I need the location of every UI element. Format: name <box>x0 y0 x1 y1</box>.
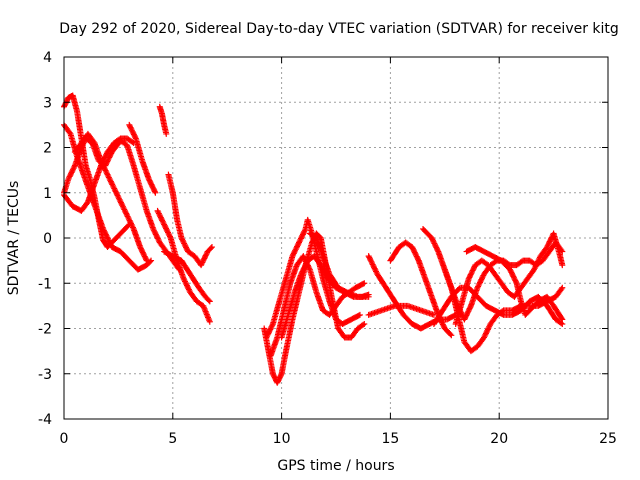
y-tick-label: -3 <box>38 367 52 383</box>
y-tick-label: -2 <box>38 322 52 338</box>
x-axis-label: GPS time / hours <box>277 458 394 474</box>
y-tick-label: 3 <box>43 95 52 111</box>
series-track-q <box>365 302 437 318</box>
y-axis-label: SDTVAR / TECUs <box>6 181 22 296</box>
data-point-markers <box>154 207 213 325</box>
data-layer <box>61 92 566 386</box>
data-point-markers <box>387 239 455 339</box>
series-track-j <box>161 248 213 305</box>
x-tick-label: 5 <box>168 431 177 447</box>
data-point-markers <box>156 103 170 137</box>
series-track-r <box>387 239 455 339</box>
series-track-f <box>126 121 159 196</box>
data-point-markers <box>365 302 437 318</box>
series-track-o <box>306 230 372 300</box>
x-tick-label: 25 <box>599 431 617 447</box>
x-tick-label: 0 <box>60 431 69 447</box>
y-tick-label: 0 <box>43 231 52 247</box>
series-track-w <box>463 244 566 323</box>
y-tick-label: 1 <box>43 186 52 202</box>
x-tick-label: 15 <box>381 431 399 447</box>
series-track-g <box>156 103 170 137</box>
x-tick-label: 20 <box>490 431 508 447</box>
data-point-markers <box>463 244 566 323</box>
series-track-e <box>71 130 150 264</box>
series-track-h <box>154 207 213 325</box>
y-tick-label: 4 <box>43 50 52 66</box>
y-tick-label: -1 <box>38 276 52 292</box>
y-tick-label: -4 <box>38 412 52 428</box>
chart-title: Day 292 of 2020, Sidereal Day-to-day VTE… <box>59 21 619 37</box>
y-tick-label: 2 <box>43 141 52 157</box>
data-point-markers <box>71 130 150 264</box>
tick-layer: 0 5 10 15 20 25 -4 -3 -2 -1 0 1 2 3 4 <box>38 50 617 447</box>
data-point-markers <box>126 121 159 196</box>
data-point-markers <box>306 230 372 300</box>
series-track-i <box>165 171 215 269</box>
data-point-markers <box>161 248 213 305</box>
x-tick-label: 10 <box>273 431 291 447</box>
data-point-markers <box>165 171 215 269</box>
